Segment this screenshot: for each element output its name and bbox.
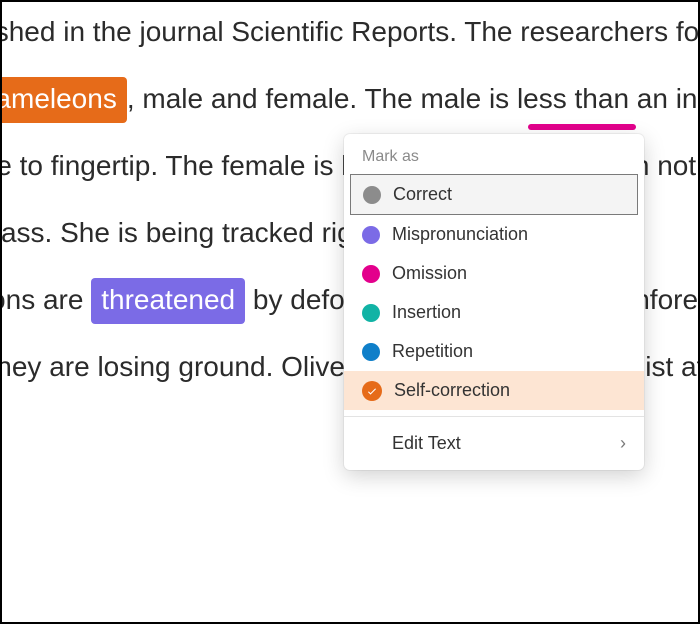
color-dot-icon [362,265,380,283]
mark-option-repetition[interactable]: Repetition [344,332,644,371]
color-dot-icon [362,343,380,361]
mark-option-label: Self-correction [394,380,510,401]
highlight-chameleons[interactable]: chameleons [0,77,127,123]
popup-header: Mark as [344,146,644,174]
mark-option-correct[interactable]: Correct [350,174,638,215]
highlight-threatened[interactable]: threatened [91,278,245,324]
check-icon [362,381,382,401]
mark-option-insertion[interactable]: Insertion [344,293,644,332]
mark-option-mispronunciation[interactable]: Mispronunciation [344,215,644,254]
mark-option-label: Insertion [392,302,461,323]
chevron-right-icon: › [620,433,626,454]
popup-divider [344,416,644,417]
passage-text: Chameleons are [0,284,91,315]
edit-text-label: Edit Text [392,433,461,454]
mark-option-label: Omission [392,263,467,284]
screenshot-frame: was published in the journal Scientific … [0,0,700,624]
color-dot-icon [362,226,380,244]
mark-option-label: Mispronunciation [392,224,528,245]
color-dot-icon [362,304,380,322]
omission-underline [528,124,636,130]
mark-option-omission[interactable]: Omission [344,254,644,293]
mark-option-label: Repetition [392,341,473,362]
color-dot-icon [363,186,381,204]
edit-text-button[interactable]: Edit Text › [344,423,644,464]
mark-as-popup: Mark as Correct Mispronunciation Omission I… [344,134,644,470]
mark-option-label: Correct [393,184,452,205]
mark-option-self-correction[interactable]: Self-correction [344,371,644,410]
